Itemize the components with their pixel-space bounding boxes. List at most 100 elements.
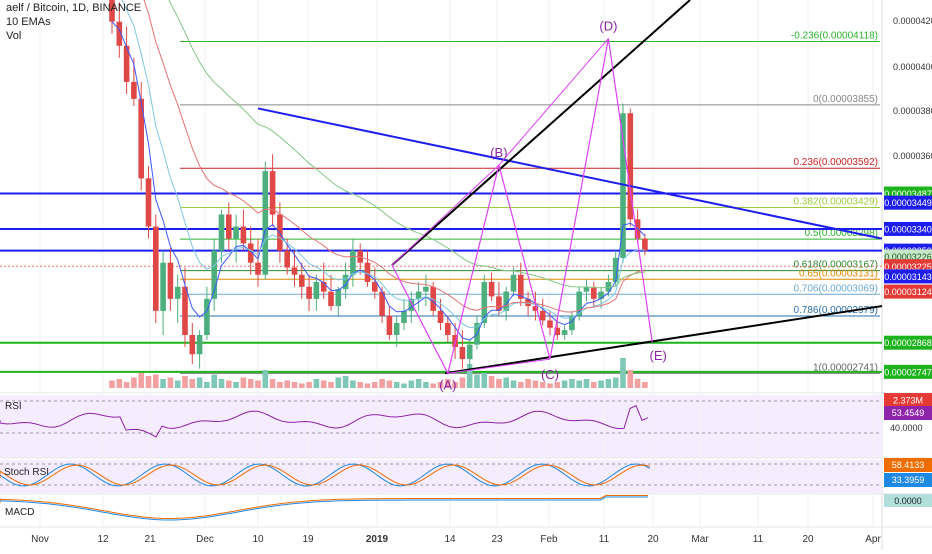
volume-bar <box>174 380 181 388</box>
price-tag <box>884 335 932 350</box>
harmonic-pattern-leg <box>391 164 500 266</box>
volume-bar <box>284 380 290 388</box>
price-tag <box>884 393 932 408</box>
candle-body <box>313 281 320 299</box>
volume-bar <box>466 364 473 388</box>
volume-bar <box>277 382 283 388</box>
candle-body <box>401 310 407 323</box>
price-tag-label: 0.00003143 <box>884 272 932 282</box>
time-axis-tick: 20 <box>802 534 814 545</box>
macd-title: MACD <box>5 507 34 518</box>
fib-level-label: 1(0.00002741) <box>813 362 878 373</box>
time-axis-tick: 20 <box>647 534 659 545</box>
stoch-title: Stoch RSI <box>4 467 49 478</box>
volume-bar <box>547 383 553 388</box>
volume-bar <box>145 376 152 388</box>
volume-bar <box>598 380 604 388</box>
time-axis-tick: Dec <box>196 534 214 545</box>
candle-body <box>291 267 298 275</box>
price-axis-tick: 0.00004000 <box>893 62 932 72</box>
volume-bar <box>634 379 641 388</box>
pattern-point-label: (E) <box>650 348 667 363</box>
time-axis-tick: 11 <box>753 534 764 545</box>
ema-line <box>121 0 645 329</box>
volume-bar <box>204 382 210 388</box>
candle-body <box>342 274 349 290</box>
candle-body <box>306 286 312 299</box>
price-tag-label: 0.00003124 <box>884 287 932 297</box>
price-tag-label: 0.00002868 <box>884 338 932 348</box>
stoch-d-tag <box>884 473 932 487</box>
volume-bar <box>211 374 217 388</box>
price-tag <box>884 269 932 284</box>
candle-body <box>320 281 327 292</box>
volume-bar <box>474 374 480 388</box>
price-axis-tick: 0.00003600 <box>893 151 932 161</box>
pattern-point-label: (C) <box>541 367 559 382</box>
candle-body <box>350 250 356 275</box>
candle-body <box>437 310 444 323</box>
harmonic-pattern <box>391 38 653 375</box>
rsi-pane-bg <box>0 395 882 458</box>
rsi-title: RSI <box>5 401 22 412</box>
candle-body <box>612 257 619 282</box>
time-axis-tick: Mar <box>691 534 709 545</box>
candle-body <box>116 21 123 46</box>
price-tag-label: 0.00003225 <box>884 262 932 272</box>
stoch-k-value: 58.4133 <box>892 460 925 470</box>
macd-line <box>0 496 648 521</box>
volume-bar <box>196 377 203 388</box>
pattern-point-label: (D) <box>599 19 617 34</box>
candle-body <box>510 274 517 292</box>
candle-body <box>605 281 612 292</box>
macd-signal-line <box>0 495 648 519</box>
fib-level-label: 0(0.00003855) <box>813 94 878 105</box>
volume-bar <box>262 370 269 388</box>
ema-line <box>111 21 646 341</box>
fib-level-label: 0.618(0.00003167) <box>793 260 878 271</box>
volume-bar <box>437 382 444 388</box>
rsi-line <box>0 404 649 438</box>
candle-body <box>218 214 225 251</box>
candle-body <box>393 322 400 335</box>
candle-body <box>269 171 276 215</box>
time-axis-tick: 11 <box>599 534 610 545</box>
time-axis-tick: 19 <box>302 534 314 545</box>
fib-level-label: 0.786(0.00002979) <box>793 305 878 316</box>
candle-body <box>452 334 458 348</box>
volume-bar <box>561 380 568 388</box>
volume-bar <box>226 380 232 388</box>
volume-bar <box>576 380 582 388</box>
volume-bar <box>138 373 144 388</box>
volume-bar <box>620 358 626 388</box>
fib-level-label: 0.65(0.00003131) <box>799 268 878 279</box>
volume-bar <box>328 382 334 388</box>
candle-body <box>379 291 385 316</box>
time-axis-tick: 14 <box>444 534 456 545</box>
ema-line <box>168 0 645 289</box>
volume-bar <box>123 382 130 388</box>
candle-body <box>109 0 115 22</box>
stoch-d-line <box>0 464 651 486</box>
volume-bar <box>569 379 575 388</box>
volume-bar <box>240 377 247 388</box>
price-axis-tick: 0.00004200 <box>893 16 932 26</box>
candle-body <box>488 281 495 297</box>
time-axis-tick: Feb <box>540 534 558 545</box>
candle-body <box>167 262 174 299</box>
candle-body <box>226 214 232 239</box>
candle-body <box>591 286 597 299</box>
candle-body <box>466 344 473 360</box>
stoch-k-tag <box>884 458 932 472</box>
volume-bar <box>364 383 371 388</box>
price-tag <box>884 195 932 210</box>
candle-body <box>299 274 305 287</box>
fib-level-label: 0.706(0.00003069) <box>793 283 878 294</box>
time-axis-tick: Apr <box>865 534 881 545</box>
price-tag <box>884 221 932 236</box>
volume-bar <box>642 382 648 388</box>
volume-bar <box>357 382 363 388</box>
volume-bar <box>386 380 393 388</box>
